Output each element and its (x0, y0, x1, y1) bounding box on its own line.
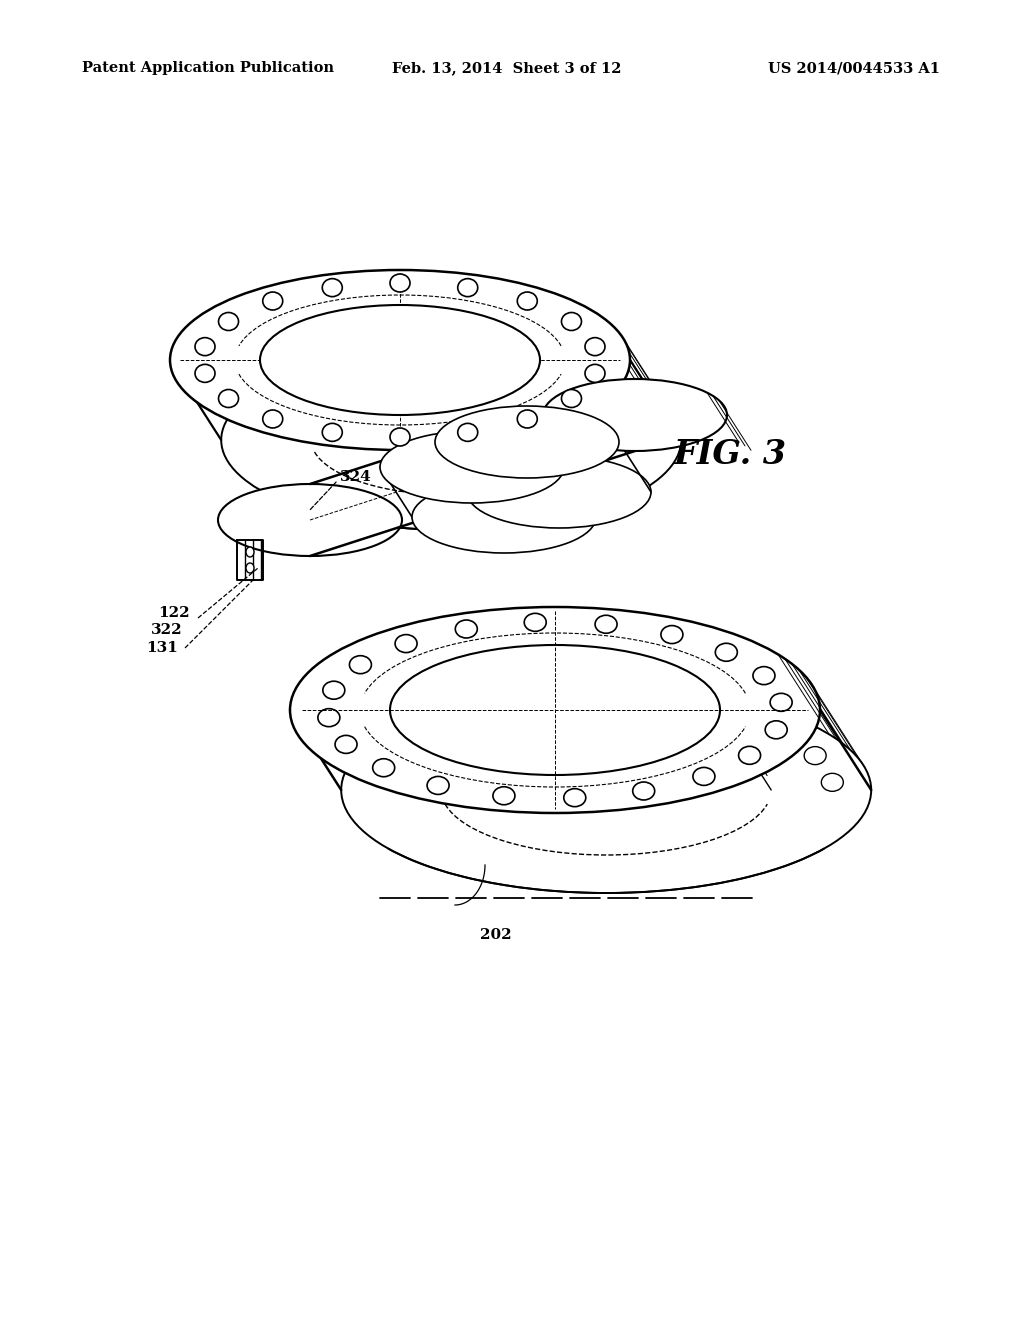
Ellipse shape (633, 781, 654, 800)
Ellipse shape (660, 626, 683, 644)
Ellipse shape (221, 350, 681, 531)
Ellipse shape (323, 424, 342, 441)
Ellipse shape (767, 723, 788, 742)
Ellipse shape (568, 372, 589, 389)
Ellipse shape (269, 392, 290, 411)
Ellipse shape (517, 292, 538, 310)
Ellipse shape (380, 432, 564, 503)
Ellipse shape (456, 620, 477, 638)
Ellipse shape (263, 292, 283, 310)
Ellipse shape (561, 313, 582, 330)
Ellipse shape (524, 614, 546, 631)
Ellipse shape (441, 354, 461, 372)
Ellipse shape (507, 700, 528, 718)
Ellipse shape (517, 411, 538, 428)
Ellipse shape (341, 686, 871, 894)
Text: 322: 322 (152, 623, 183, 638)
Text: Feb. 13, 2014  Sheet 3 of 12: Feb. 13, 2014 Sheet 3 of 12 (392, 61, 622, 75)
Ellipse shape (509, 359, 529, 376)
Ellipse shape (390, 645, 720, 775)
Ellipse shape (374, 359, 393, 376)
Ellipse shape (585, 338, 605, 355)
Ellipse shape (716, 643, 737, 661)
Ellipse shape (585, 364, 605, 383)
Ellipse shape (390, 275, 410, 292)
Ellipse shape (317, 709, 340, 727)
Ellipse shape (427, 776, 450, 795)
Ellipse shape (195, 364, 215, 383)
Ellipse shape (561, 389, 582, 408)
Ellipse shape (770, 693, 793, 711)
Ellipse shape (335, 735, 357, 754)
Text: Patent Application Publication: Patent Application Publication (82, 61, 334, 75)
Text: US 2014/0044533 A1: US 2014/0044533 A1 (768, 61, 940, 75)
Ellipse shape (765, 721, 787, 739)
Ellipse shape (373, 759, 394, 776)
Ellipse shape (458, 279, 478, 297)
Ellipse shape (323, 279, 342, 297)
Ellipse shape (446, 714, 468, 733)
Ellipse shape (412, 480, 596, 553)
Text: FIG. 3: FIG. 3 (674, 438, 786, 471)
Ellipse shape (712, 706, 734, 723)
Ellipse shape (290, 607, 820, 813)
Ellipse shape (170, 271, 630, 450)
Text: 122: 122 (159, 606, 190, 620)
Ellipse shape (218, 389, 239, 408)
Ellipse shape (467, 455, 651, 528)
Ellipse shape (260, 305, 540, 414)
Ellipse shape (543, 379, 727, 451)
Ellipse shape (564, 788, 586, 807)
Ellipse shape (636, 417, 656, 436)
Ellipse shape (246, 546, 254, 557)
Ellipse shape (753, 667, 775, 685)
Ellipse shape (395, 635, 417, 652)
Ellipse shape (595, 615, 617, 634)
Text: 202: 202 (480, 928, 512, 942)
Ellipse shape (435, 407, 618, 478)
Ellipse shape (646, 696, 669, 713)
Ellipse shape (390, 428, 410, 446)
Ellipse shape (195, 338, 215, 355)
Ellipse shape (738, 746, 761, 764)
Text: 324: 324 (340, 470, 372, 484)
Ellipse shape (493, 787, 515, 805)
Ellipse shape (693, 767, 715, 785)
Text: 131: 131 (146, 642, 178, 655)
Ellipse shape (218, 313, 239, 330)
Ellipse shape (314, 372, 334, 389)
Ellipse shape (821, 774, 844, 791)
Ellipse shape (323, 681, 345, 700)
Ellipse shape (400, 735, 423, 754)
Ellipse shape (218, 484, 402, 556)
Ellipse shape (804, 747, 826, 764)
Ellipse shape (246, 564, 254, 573)
Ellipse shape (349, 656, 372, 673)
Ellipse shape (612, 392, 633, 411)
Ellipse shape (263, 411, 283, 428)
Ellipse shape (575, 693, 597, 711)
Ellipse shape (458, 424, 478, 441)
